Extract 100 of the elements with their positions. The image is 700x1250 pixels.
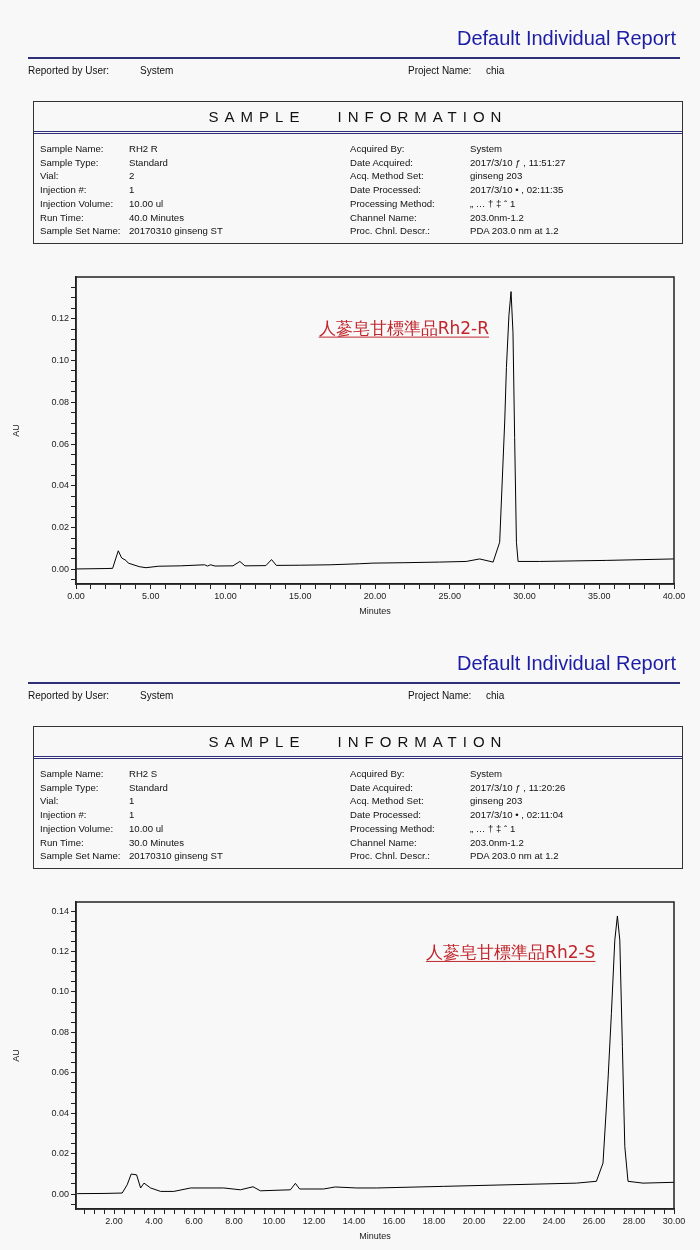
text: chia — [486, 690, 505, 702]
y-tick-label: 0.10 — [51, 355, 69, 366]
x-tick-label: 0.00 — [67, 590, 85, 601]
text: SAMPLE INFORMATION — [208, 733, 508, 751]
text: 10.00 ul — [129, 822, 164, 835]
text: Reported by User: — [28, 690, 110, 702]
text: Project Name: — [408, 65, 472, 77]
text: 10.00 ul — [129, 197, 164, 210]
text: Sample Type: — [40, 156, 99, 169]
text: Sample Name: — [40, 143, 104, 155]
text: Date Acquired: — [350, 781, 413, 794]
text: Acq. Method Set: — [350, 170, 424, 183]
x-tick-label: 22.00 — [502, 1215, 526, 1226]
x-tick-label: 30.00 — [662, 1215, 686, 1226]
text: 1 — [129, 184, 135, 197]
y-tick-label: 0.00 — [51, 1188, 69, 1199]
x-tick-label: 5.00 — [141, 590, 160, 601]
y-tick-label: 0.04 — [51, 1107, 69, 1118]
y-tick-label: 0.00 — [51, 563, 69, 574]
text: RH2 S — [129, 768, 158, 780]
x-tick-label: 24.00 — [542, 1215, 566, 1226]
text: Processing Method: — [350, 822, 435, 835]
text: Project Name: — [408, 690, 472, 702]
x-tick-label: 40.00 — [662, 590, 686, 601]
text: „ … † ‡ ˆ 1 — [470, 822, 516, 835]
x-tick-label: 4.00 — [145, 1215, 163, 1226]
text: Acquired By: — [350, 143, 405, 155]
x-tick-label: 16.00 — [382, 1215, 406, 1226]
x-tick-label: 2.00 — [105, 1215, 123, 1226]
y-tick-label: 0.12 — [51, 313, 69, 324]
text: Run Time: — [40, 211, 84, 224]
y-tick-label: 0.06 — [51, 438, 69, 449]
text: Sample Type: — [40, 781, 99, 794]
text: Run Time: — [40, 836, 84, 849]
text: Channel Name: — [350, 836, 417, 849]
text: System — [140, 690, 174, 702]
text: 2017/3/10 • , 02:11:04 — [470, 809, 564, 822]
text: chia — [486, 65, 505, 77]
text: SAMPLE INFORMATION — [208, 108, 508, 126]
text: Vial: — [40, 795, 59, 808]
text: Channel Name: — [350, 211, 417, 224]
y-tick-label: 0.12 — [51, 946, 69, 956]
annotation: 人蔘皂甘標準品Rh2-R — [318, 317, 490, 338]
text: Sample Set Name: — [40, 225, 121, 238]
text: Sample Name: — [40, 768, 104, 780]
text: RH2 R — [129, 143, 158, 155]
text: 203.0nm-1.2 — [470, 836, 524, 849]
text: System — [470, 768, 502, 780]
y-axis-title: AU — [10, 424, 21, 437]
text: ginseng 203 — [470, 170, 523, 183]
annotation: 人蔘皂甘標準品Rh2-S — [426, 941, 596, 962]
text: 2 — [129, 170, 135, 183]
x-tick-label: 35.00 — [587, 590, 611, 601]
text: ginseng 203 — [470, 795, 523, 808]
x-tick-label: 20.00 — [462, 1215, 486, 1226]
x-axis-title: Minutes — [359, 1231, 392, 1242]
y-tick-label: 0.04 — [51, 480, 69, 491]
y-tick-label: 0.06 — [51, 1067, 69, 1078]
text: Processing Method: — [350, 197, 435, 210]
text: 1 — [129, 795, 135, 808]
x-tick-label: 8.00 — [225, 1215, 243, 1226]
x-tick-label: 28.00 — [622, 1215, 646, 1226]
text: Proc. Chnl. Descr.: — [350, 850, 430, 863]
text: Proc. Chnl. Descr.: — [350, 225, 430, 238]
text: Injection #: — [40, 809, 87, 822]
x-tick-label: 10.00 — [214, 590, 237, 601]
text: 2017/3/10 • , 02:11:35 — [470, 184, 564, 197]
text: 1 — [129, 809, 135, 822]
x-tick-label: 26.00 — [582, 1215, 606, 1226]
x-tick-label: 6.00 — [185, 1215, 203, 1226]
x-tick-label: 18.00 — [422, 1215, 446, 1226]
text: PDA 203.0 nm at 1.2 — [470, 850, 559, 863]
text: Sample Set Name: — [40, 850, 121, 863]
text: Date Processed: — [350, 809, 421, 822]
text: Default Individual Report — [456, 651, 676, 675]
y-tick-label: 0.02 — [51, 1148, 69, 1159]
x-tick-label: 15.00 — [288, 590, 312, 601]
text: 30.0 Minutes — [129, 836, 184, 849]
text: System — [140, 65, 174, 77]
y-tick-label: 0.10 — [51, 986, 69, 997]
y-axis-title: AU — [10, 1049, 21, 1062]
x-tick-label: 12.00 — [302, 1215, 326, 1226]
x-tick-label: 10.00 — [262, 1215, 286, 1226]
text: Reported by User: — [28, 65, 110, 77]
text: Injection Volume: — [40, 197, 114, 210]
text: Acq. Method Set: — [350, 795, 424, 808]
text: 203.0nm-1.2 — [470, 211, 524, 224]
y-tick-label: 0.08 — [51, 1026, 69, 1037]
text: 20170310 ginseng ST — [129, 850, 223, 863]
text: Standard — [129, 156, 168, 169]
text: Vial: — [40, 170, 59, 183]
text: Date Processed: — [350, 184, 421, 197]
y-tick-label: 0.08 — [51, 396, 69, 407]
x-axis-title: Minutes — [359, 606, 392, 617]
text: 2017/3/10 ƒ , 11:20:26 — [470, 781, 566, 794]
text: 40.0 Minutes — [129, 211, 184, 224]
text: Acquired By: — [350, 768, 405, 780]
text: System — [470, 143, 502, 155]
text: PDA 203.0 nm at 1.2 — [470, 225, 559, 238]
x-tick-label: 14.00 — [342, 1215, 366, 1226]
